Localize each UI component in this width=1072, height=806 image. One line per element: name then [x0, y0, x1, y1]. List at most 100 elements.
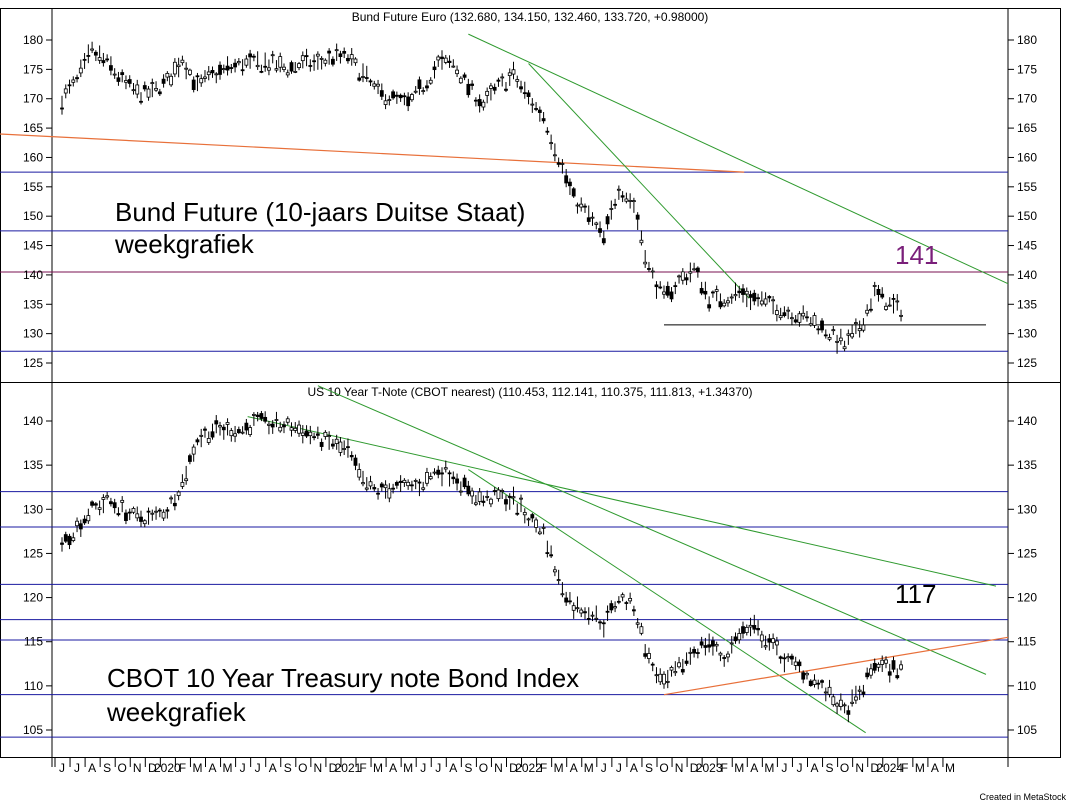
- price-bar-body: [722, 302, 727, 307]
- price-bar-body: [330, 58, 335, 65]
- x-tick-label: M: [764, 761, 774, 775]
- price-bar-body: [146, 510, 151, 513]
- y-tick-label-left: 105: [23, 723, 43, 737]
- price-bar-body: [451, 476, 456, 480]
- price-bar-body: [97, 57, 102, 61]
- price-bar-body: [240, 431, 245, 434]
- y-tick-label-right: 130: [1017, 502, 1037, 516]
- price-bar-body: [662, 291, 666, 295]
- price-bar-body: [391, 487, 396, 490]
- price-bar-body: [564, 175, 569, 184]
- price-bar-body: [628, 597, 633, 602]
- price-bar-body: [838, 337, 843, 342]
- price-bar-body: [869, 308, 873, 311]
- tnote-y-ticks: 105 105 110 110 115 115 120 120 125 125 130 130 135 1…: [23, 414, 1037, 737]
- price-bar-body: [169, 75, 174, 86]
- price-bar-body: [568, 181, 572, 187]
- price-bar-body: [293, 70, 298, 73]
- price-bar-body: [346, 57, 350, 62]
- price-bar-body: [831, 329, 836, 332]
- price-bar-body: [733, 294, 738, 297]
- x-tick-label: 2024: [876, 761, 903, 775]
- price-bar-body: [93, 503, 98, 506]
- price-bar-body: [899, 314, 903, 317]
- price-bar-body: [154, 510, 158, 513]
- price-bar-body: [748, 294, 753, 298]
- price-bar-body: [635, 622, 640, 625]
- price-bar-body: [63, 88, 68, 94]
- price-bar-body: [511, 69, 516, 75]
- price-bar-body: [436, 469, 441, 475]
- price-bar-body: [436, 56, 441, 61]
- price-bar-body: [233, 433, 237, 437]
- x-tick-label: F: [901, 761, 908, 775]
- price-bar-body: [206, 71, 211, 76]
- price-bar-body: [519, 86, 523, 90]
- price-bar-body: [571, 605, 576, 611]
- price-bar-body: [368, 80, 373, 83]
- price-bar-body: [504, 88, 508, 91]
- green-trendline-short: [468, 469, 866, 734]
- price-bar-body: [616, 188, 621, 191]
- y-tick-label-left: 140: [23, 414, 43, 428]
- price-bar-body: [688, 271, 693, 274]
- price-bar-body: [191, 446, 196, 455]
- price-bar-body: [274, 419, 279, 421]
- y-tick-label-right: 180: [1017, 33, 1037, 47]
- price-bar-body: [793, 319, 798, 323]
- price-bar-body: [801, 312, 806, 317]
- price-bar-body: [274, 68, 279, 71]
- price-bar-body: [778, 315, 783, 319]
- y-tick-label-left: 180: [23, 33, 43, 47]
- price-bar-body: [816, 328, 821, 331]
- price-bar-body: [188, 69, 192, 75]
- price-bar-body: [394, 482, 399, 486]
- price-bar-body: [568, 600, 572, 603]
- price-bar-body: [872, 285, 877, 287]
- price-bar-body: [647, 653, 651, 659]
- price-bar-body: [522, 512, 527, 516]
- price-bar-body: [537, 109, 542, 113]
- price-bar-body: [248, 53, 253, 58]
- price-bar-body: [349, 455, 354, 458]
- price-bar-body: [718, 652, 723, 656]
- price-bar-body: [492, 490, 497, 492]
- price-bar-body: [267, 67, 271, 71]
- bund-title: Bund Future Euro (132.680, 134.150, 132.…: [352, 10, 709, 24]
- price-bar-body: [97, 507, 102, 510]
- price-bar-body: [820, 680, 824, 683]
- price-bar-body: [759, 634, 764, 642]
- x-tick-label: J: [601, 761, 607, 775]
- price-bar-body: [575, 204, 580, 207]
- chart-frame: [0, 8, 1061, 767]
- price-bar-body: [383, 484, 388, 489]
- price-bar-body: [244, 58, 249, 66]
- y-tick-label-right: 160: [1017, 150, 1037, 164]
- x-tick-label: 2022: [515, 761, 542, 775]
- price-bar-body: [342, 448, 347, 450]
- price-bar-body: [60, 542, 64, 545]
- price-bar-body: [711, 640, 715, 647]
- price-bar-body: [462, 477, 467, 488]
- price-bar-body: [421, 90, 426, 92]
- price-bar-body: [248, 427, 253, 435]
- x-tick-label: A: [88, 761, 96, 775]
- price-bar-body: [771, 299, 776, 302]
- price-bar-body: [278, 56, 283, 68]
- price-bar-body: [195, 439, 200, 443]
- x-tick-label: A: [750, 761, 758, 775]
- price-bar-body: [319, 57, 324, 60]
- price-bar-body: [827, 686, 832, 695]
- y-tick-label-right: 175: [1017, 62, 1037, 76]
- price-bar-body: [545, 552, 550, 554]
- price-bar-body: [714, 289, 719, 292]
- price-bar-body: [895, 300, 900, 303]
- price-bar-body: [308, 431, 313, 437]
- y-tick-label-right: 150: [1017, 209, 1037, 223]
- price-bar-body: [613, 606, 617, 609]
- tnote-annotation-weekly: weekgrafiek: [106, 697, 247, 727]
- price-bar-body: [285, 418, 290, 423]
- x-tick-label: F: [359, 761, 366, 775]
- price-bar-body: [560, 593, 565, 596]
